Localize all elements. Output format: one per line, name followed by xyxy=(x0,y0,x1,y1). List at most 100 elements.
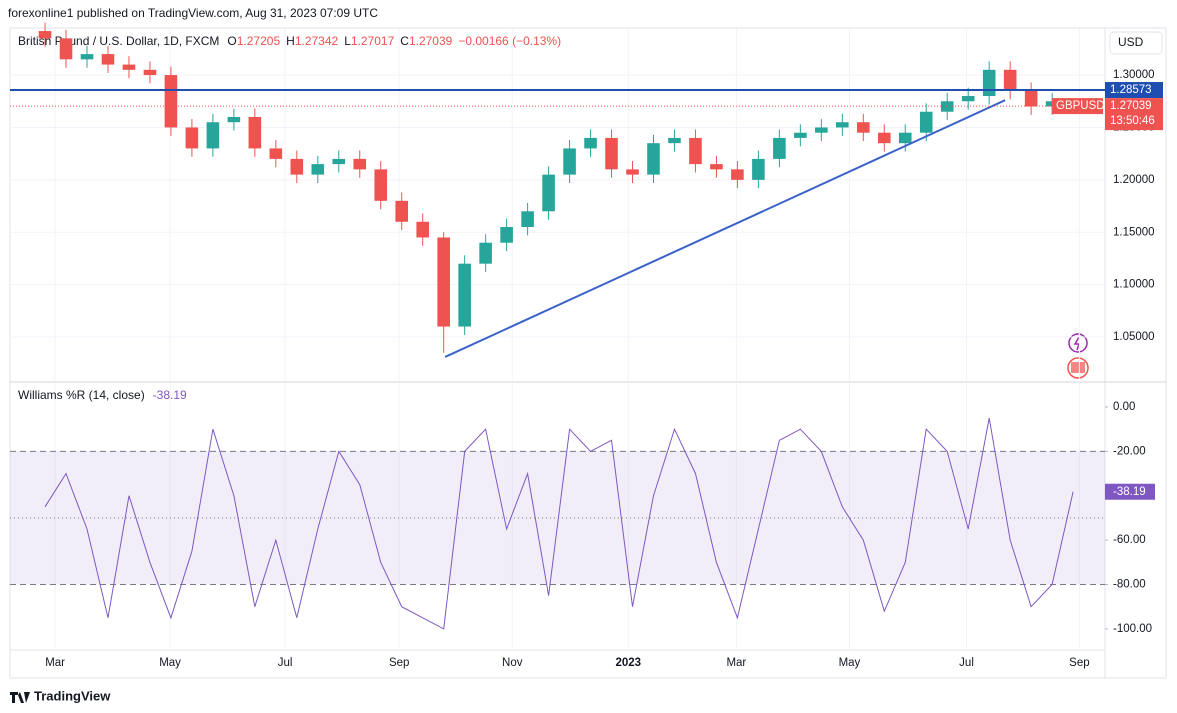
candle-body xyxy=(982,69,996,97)
candle-body xyxy=(919,111,933,133)
ohlc-label: O xyxy=(227,34,236,48)
x-tick-label: 2023 xyxy=(616,657,642,669)
candle-body xyxy=(269,148,283,159)
ohlc-label: H xyxy=(286,34,295,48)
candle-body xyxy=(59,38,73,60)
x-tick-label: May xyxy=(839,657,861,669)
change: −0.00166 (−0.13%) xyxy=(458,34,561,48)
candle-body xyxy=(521,211,534,228)
candle-body xyxy=(1024,90,1038,107)
hline-price: 1.28573 xyxy=(1110,84,1152,96)
candle-body xyxy=(311,164,325,175)
y-tick-label: 1.30000 xyxy=(1113,69,1155,81)
trend-line xyxy=(444,99,1006,358)
ohlc-value: 1.27342 xyxy=(295,34,339,48)
x-tick-label: Mar xyxy=(45,657,65,669)
candle-body xyxy=(626,169,639,175)
candle-body xyxy=(500,227,513,243)
candle-body xyxy=(752,158,765,180)
y-tick-label: 1.05000 xyxy=(1113,331,1155,343)
brand: TradingView xyxy=(34,688,111,703)
candle-body xyxy=(731,169,744,180)
candle-body xyxy=(773,137,786,159)
event-icon[interactable] xyxy=(1068,333,1088,353)
candle-body xyxy=(836,122,849,128)
x-tick-label: Jul xyxy=(959,657,974,669)
x-tick-label: Nov xyxy=(502,657,523,669)
attribution: forexonline1 published on TradingView.co… xyxy=(8,6,378,20)
candle-body xyxy=(248,116,262,149)
candle-body xyxy=(940,101,954,112)
candle-body xyxy=(794,132,807,138)
candle-body xyxy=(542,174,555,212)
ohlc-label: C xyxy=(400,34,409,48)
indicator-value-box xyxy=(1105,483,1155,500)
candle-body xyxy=(668,137,681,144)
candle-body xyxy=(332,158,346,165)
candle-body xyxy=(143,69,157,76)
x-tick-label: Sep xyxy=(1069,657,1089,669)
y-tick-label: -80.00 xyxy=(1113,579,1146,591)
candle-body xyxy=(206,122,220,149)
candle-body xyxy=(710,164,723,170)
indicator-title: Williams %R (14, close) xyxy=(18,388,145,402)
y-tick-label: 1.10000 xyxy=(1113,279,1155,291)
candle-body xyxy=(374,169,388,201)
currency[interactable]: USD xyxy=(1118,35,1144,49)
last-price-box xyxy=(1105,98,1163,131)
hline-price-box xyxy=(1105,82,1163,99)
x-tick-label: Jul xyxy=(278,657,293,669)
event-icon-bolt xyxy=(1073,336,1081,351)
candle-body xyxy=(38,31,52,39)
candle-body xyxy=(479,242,492,264)
candle-body xyxy=(961,96,975,102)
chart-frame xyxy=(9,27,1167,679)
candle-body xyxy=(877,132,891,144)
x-tick-label: Mar xyxy=(726,657,746,669)
candle-body xyxy=(290,158,304,175)
candle-body xyxy=(353,158,367,170)
candle-body xyxy=(416,221,429,238)
candle-body xyxy=(898,132,912,144)
candle-body xyxy=(101,54,115,65)
candle-body xyxy=(584,137,597,149)
y-tick-label: 0.00 xyxy=(1113,401,1135,413)
legend: British Pound / U.S. Dollar, 1D, FXCM O1.… xyxy=(18,34,561,48)
time-to-close: 13:50:46 xyxy=(1110,115,1155,127)
candle-body xyxy=(185,127,199,149)
candle-body xyxy=(164,75,178,128)
symbol-legend: British Pound / U.S. Dollar, 1D, FXCM O1.… xyxy=(18,34,561,48)
brand-logo xyxy=(10,692,30,703)
last-price: 1.27039 xyxy=(1110,100,1152,112)
candle-body xyxy=(815,127,828,133)
candle-body xyxy=(80,54,94,60)
indicator-value: -38.19 xyxy=(1113,486,1146,498)
symbol-name: GBPUSD xyxy=(1056,100,1105,112)
y-tick-label: -60.00 xyxy=(1113,534,1146,546)
x-tick-label: Sep xyxy=(389,657,409,669)
symbol-box xyxy=(1052,98,1103,115)
candle-body xyxy=(122,64,136,70)
flag-icon-fill xyxy=(1071,362,1085,373)
ohlc-value: 1.27039 xyxy=(409,34,453,48)
candle-body xyxy=(1003,69,1017,91)
candle-body xyxy=(857,122,870,133)
y-tick-label: 1.20000 xyxy=(1113,174,1155,186)
candle-body xyxy=(437,237,450,327)
candle-body xyxy=(605,137,618,170)
indicator-line xyxy=(44,418,1074,630)
indicator-legend-value: -38.19 xyxy=(153,388,187,402)
ohlc-value: 1.27017 xyxy=(351,34,395,48)
y-tick-label: -20.00 xyxy=(1113,445,1146,457)
ohlc-value: 1.27205 xyxy=(237,34,281,48)
currency-button[interactable] xyxy=(1109,31,1163,55)
candle-body xyxy=(227,116,241,123)
candle-body xyxy=(689,137,702,165)
candle-body xyxy=(395,200,409,222)
y-tick-label: 1.15000 xyxy=(1113,226,1155,238)
candle-body xyxy=(458,263,471,327)
candle-body xyxy=(647,143,660,175)
indicator-legend: Williams %R (14, close) -38.19 xyxy=(18,388,187,402)
y-tick-label: -100.00 xyxy=(1113,623,1152,635)
